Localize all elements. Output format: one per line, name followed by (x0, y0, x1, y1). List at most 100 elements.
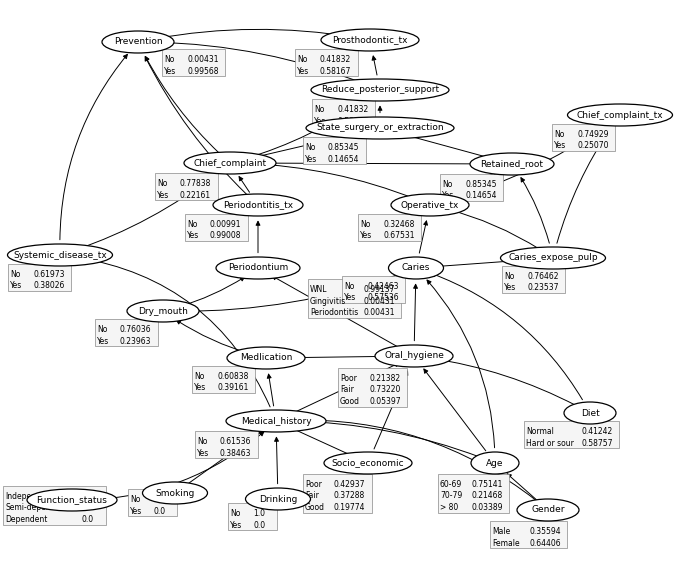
Text: Function_status: Function_status (36, 496, 107, 505)
Text: Independent: Independent (5, 492, 54, 501)
Text: 0.76036: 0.76036 (120, 325, 151, 334)
Text: 0.32468: 0.32468 (383, 220, 415, 229)
Text: 0.58167: 0.58167 (320, 66, 351, 75)
Ellipse shape (470, 153, 554, 175)
Text: No: No (305, 143, 315, 152)
Ellipse shape (27, 489, 117, 511)
Text: 0.76462: 0.76462 (527, 272, 558, 281)
Text: Good: Good (305, 503, 325, 512)
Text: Fair: Fair (305, 492, 319, 501)
Text: 0.00431: 0.00431 (363, 308, 394, 317)
Text: Socio_economic: Socio_economic (332, 459, 404, 468)
Text: 0.0: 0.0 (81, 515, 93, 524)
Text: 0.35594: 0.35594 (529, 527, 560, 536)
Text: No: No (10, 270, 20, 279)
Text: 0.25070: 0.25070 (577, 142, 609, 150)
Ellipse shape (213, 194, 303, 216)
Text: 0.14654: 0.14654 (465, 192, 496, 201)
Text: 0.00431: 0.00431 (187, 55, 218, 64)
Ellipse shape (564, 402, 616, 424)
Text: No: No (297, 55, 307, 64)
Ellipse shape (246, 488, 311, 510)
Text: 0.42937: 0.42937 (334, 480, 366, 489)
Bar (95, 319, 158, 346)
Text: 0.38463: 0.38463 (220, 448, 251, 458)
Bar (440, 174, 503, 201)
Text: Yes: Yes (360, 231, 372, 240)
Text: 0.99008: 0.99008 (210, 231, 242, 240)
Ellipse shape (226, 410, 326, 432)
Ellipse shape (306, 117, 454, 139)
Text: Yes: Yes (10, 281, 22, 290)
Text: No: No (344, 282, 355, 291)
Bar (228, 503, 277, 530)
Text: 0.74929: 0.74929 (577, 130, 609, 139)
Text: 0.0: 0.0 (81, 503, 93, 513)
Text: Periodontitis: Periodontitis (310, 308, 358, 317)
Text: No: No (187, 220, 198, 229)
Text: Oral_hygiene: Oral_hygiene (384, 352, 444, 361)
Text: Hard or sour: Hard or sour (526, 438, 574, 447)
Text: 0.00431: 0.00431 (363, 297, 394, 306)
Ellipse shape (184, 152, 276, 174)
Text: No: No (442, 180, 452, 189)
Text: Yes: Yes (344, 294, 356, 303)
Text: 1.0: 1.0 (153, 495, 165, 504)
Text: Drinking: Drinking (259, 494, 297, 503)
Text: State_surgery_or_extraction: State_surgery_or_extraction (316, 124, 444, 133)
Bar (338, 368, 407, 407)
Text: 0.61536: 0.61536 (220, 437, 251, 446)
Text: Gender: Gender (531, 506, 565, 514)
Ellipse shape (127, 300, 199, 322)
Text: 0.41832: 0.41832 (337, 105, 369, 114)
Text: Chief_complaint: Chief_complaint (193, 159, 267, 167)
Bar (552, 124, 615, 151)
Text: Yes: Yes (297, 66, 309, 75)
Bar (502, 266, 565, 293)
Ellipse shape (567, 104, 672, 126)
Ellipse shape (8, 244, 112, 266)
Text: Gingivitis: Gingivitis (310, 297, 346, 306)
Text: Yes: Yes (194, 383, 206, 392)
Text: 0.21468: 0.21468 (471, 492, 503, 501)
Text: Prevention: Prevention (114, 37, 163, 46)
Bar (524, 421, 619, 448)
Text: 0.61973: 0.61973 (33, 270, 64, 279)
Text: > 80: > 80 (440, 503, 459, 512)
Text: 0.37288: 0.37288 (334, 492, 365, 501)
Bar (312, 99, 375, 126)
Text: 0.67531: 0.67531 (383, 231, 415, 240)
Bar (162, 49, 225, 76)
Text: 0.38026: 0.38026 (33, 281, 64, 290)
Text: 70-79: 70-79 (440, 492, 462, 501)
Text: 0.58757: 0.58757 (581, 438, 613, 447)
Text: Yes: Yes (130, 506, 142, 515)
Text: Male: Male (492, 527, 510, 536)
Ellipse shape (216, 257, 300, 279)
Text: Dry_mouth: Dry_mouth (138, 307, 188, 315)
Text: 0.75141: 0.75141 (471, 480, 503, 489)
Text: Operative_tx: Operative_tx (401, 201, 459, 209)
Text: Poor: Poor (305, 480, 322, 489)
Text: 0.0: 0.0 (253, 521, 265, 530)
Text: Retained_root: Retained_root (480, 159, 544, 168)
Text: Normal: Normal (526, 427, 554, 436)
Text: No: No (230, 509, 240, 518)
Text: 0.64406: 0.64406 (529, 539, 560, 548)
Text: No: No (164, 55, 174, 64)
Text: Dependent: Dependent (5, 515, 47, 524)
Text: 0.23963: 0.23963 (120, 336, 151, 345)
Text: Systemic_disease_tx: Systemic_disease_tx (13, 251, 107, 260)
Bar (185, 214, 248, 241)
Text: Medlication: Medlication (240, 353, 292, 362)
Text: 0.99568: 0.99568 (187, 66, 218, 75)
Text: Medical_history: Medical_history (241, 417, 311, 425)
Ellipse shape (517, 499, 579, 521)
Text: Periodontitis_tx: Periodontitis_tx (223, 201, 293, 209)
Text: Diet: Diet (581, 408, 600, 417)
Text: Reduce_posterior_support: Reduce_posterior_support (321, 86, 439, 95)
Bar (438, 474, 509, 513)
Bar (295, 49, 358, 76)
Ellipse shape (102, 31, 174, 53)
Ellipse shape (375, 345, 453, 367)
